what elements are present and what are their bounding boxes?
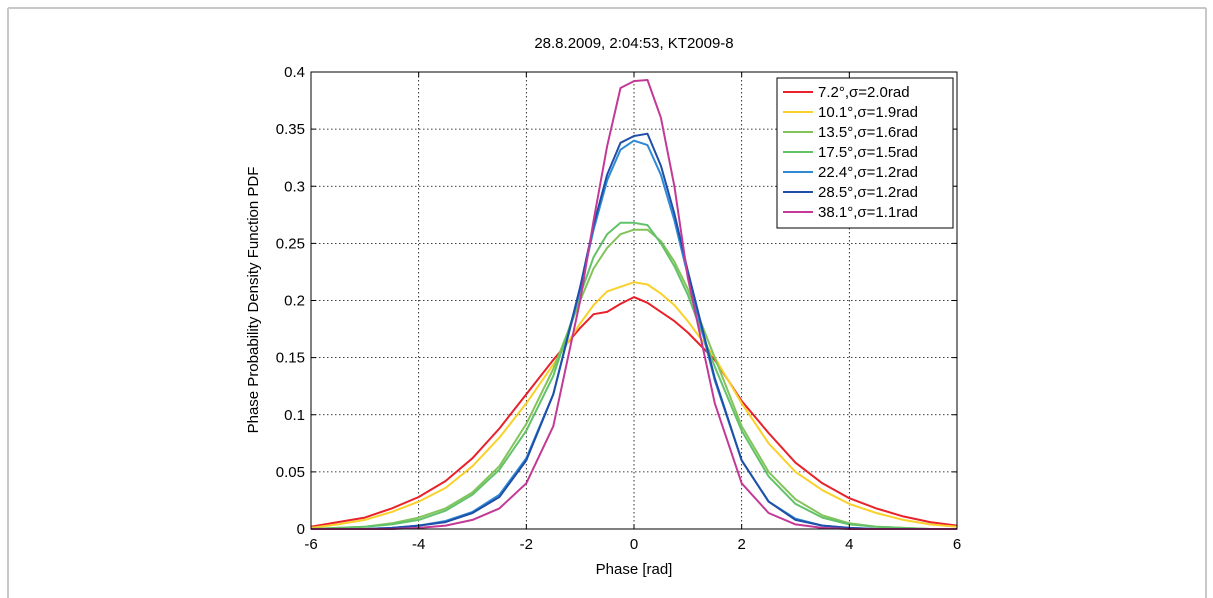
x-tick-label: 0	[630, 536, 638, 553]
y-axis-label: Phase Probability Density Function PDF	[245, 167, 262, 434]
series-line-4	[310, 221, 957, 530]
series-line-2	[310, 281, 958, 529]
axis-ticks: -6 -4 -2 0 2 4 6 0 0.05 0.1 0.15 0.2 0.25 0.3 0.35 0.4	[276, 64, 961, 553]
series-line-3	[310, 228, 957, 530]
series-line-6	[311, 132, 957, 530]
legend-label: 22.4°,σ=1.2rad	[818, 164, 918, 181]
y-tick-label: 0.3	[284, 178, 305, 195]
x-tick-label: -6	[304, 536, 317, 553]
y-tick-label: 0.4	[284, 64, 305, 81]
legend-label: 7.2°,σ=2.0rad	[818, 84, 910, 101]
legend-label: 28.5°,σ=1.2rad	[818, 184, 918, 201]
x-axis-label: Phase [rad]	[596, 561, 673, 578]
y-tick-label: 0.2	[284, 293, 305, 310]
y-tick-label: 0.25	[276, 235, 305, 252]
y-tick-label: 0.35	[276, 121, 305, 138]
legend: 7.2°,σ=2.0rad 10.1°,σ=1.9rad 13.5°,σ=1.6ra…	[776, 77, 954, 229]
y-tick-label: 0.1	[284, 407, 305, 424]
legend-label: 17.5°,σ=1.5rad	[818, 144, 918, 161]
legend-label: 13.5°,σ=1.6rad	[818, 124, 918, 141]
x-tick-label: -4	[412, 536, 425, 553]
grid	[311, 72, 957, 529]
x-tick-label: 6	[953, 536, 961, 553]
series-lines	[310, 79, 958, 530]
y-tick-label: 0	[297, 521, 305, 538]
legend-label: 10.1°,σ=1.9rad	[818, 104, 918, 121]
y-tick-label: 0.05	[276, 464, 305, 481]
series-line-7	[311, 79, 957, 530]
y-tick-label: 0.15	[276, 350, 305, 367]
x-tick-label: -2	[520, 536, 533, 553]
x-tick-label: 4	[845, 536, 853, 553]
chart-title: 28.8.2009, 2:04:53, KT2009-8	[534, 35, 733, 52]
x-tick-label: 2	[737, 536, 745, 553]
legend-label: 38.1°,σ=1.1rad	[818, 204, 918, 221]
series-line-1	[310, 296, 958, 528]
